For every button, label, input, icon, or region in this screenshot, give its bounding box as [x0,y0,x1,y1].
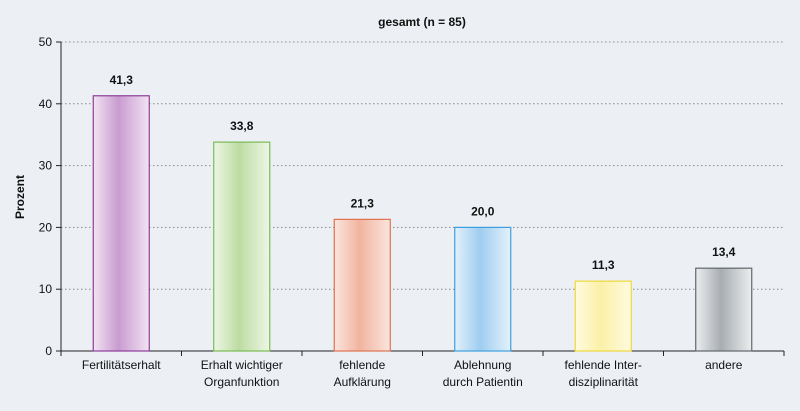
bar [695,267,753,352]
y-tick-label: 10 [39,282,53,296]
labels: 41,3 Fertilitätserhalt 33,8 Erhalt wichtige… [82,73,743,389]
value-label: 41,3 [110,73,134,87]
y-axis-title: Prozent [13,175,27,219]
value-label: 20,0 [471,204,495,218]
category-label: Erhalt wichtiger [201,358,283,372]
category-label: fehlende [339,358,385,372]
bar [574,280,632,352]
value-label: 11,3 [592,258,615,272]
value-label: 33,8 [230,119,254,133]
category-label: fehlende Inter- [565,358,642,372]
chart-title: gesamt (n = 85) [378,15,466,29]
value-label: 13,4 [712,245,736,259]
category-label: Ablehnung [454,358,511,372]
bars [92,95,753,352]
bar [454,226,512,352]
bar [333,218,391,352]
y-tick-label: 30 [39,159,53,173]
category-label: Aufklärung [334,375,391,389]
category-label: Fertilitätserhalt [82,358,161,372]
y-tick-label: 20 [39,220,53,234]
value-label: 21,3 [351,196,375,210]
axes: 0 10 20 30 40 50 [39,35,785,358]
category-label: Organfunktion [204,375,279,389]
category-label: disziplinarität [569,375,639,389]
bar [92,95,150,352]
y-tick-label: 0 [45,344,52,358]
bar [213,141,271,352]
y-tick-label: 50 [39,35,53,49]
y-tick-label: 40 [39,97,53,111]
category-label: durch Patientin [443,375,523,389]
category-label: andere [705,358,743,372]
grid [61,41,784,290]
